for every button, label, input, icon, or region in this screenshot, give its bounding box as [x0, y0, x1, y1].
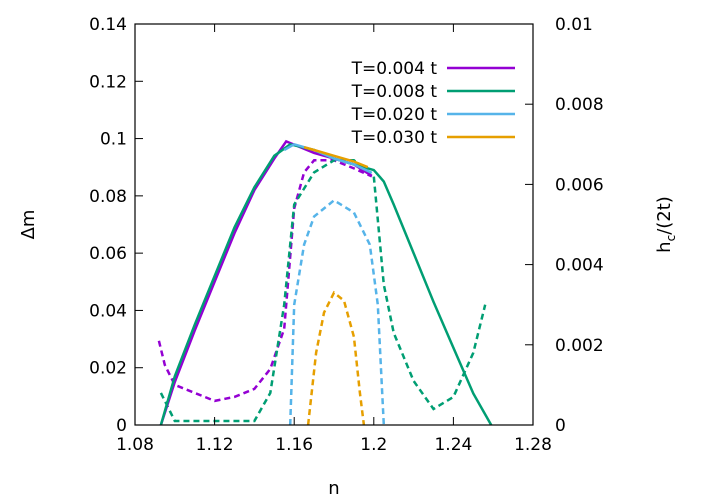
y-left-tick-label: 0.08 [89, 187, 127, 207]
x-axis-label: n [328, 478, 339, 499]
y-left-tick-label: 0 [116, 416, 127, 436]
legend-label: T=0.008 t [351, 82, 438, 102]
series-2-hc-dashed-line [159, 159, 487, 423]
y-right-tick-label: 0.006 [555, 175, 604, 195]
legend-label: T=0.030 t [351, 128, 438, 148]
series-3-dm-solid-line [283, 142, 373, 175]
y-right-axis-label: hc/(2t) [654, 196, 678, 253]
y-left-tick-label: 0.04 [89, 301, 127, 321]
y-right-label-tail: /(2t) [654, 196, 675, 235]
y-right-tick-label: 0 [555, 416, 566, 436]
x-tick-label: 1.12 [196, 435, 234, 455]
y-right-label-subscript: c [664, 235, 678, 242]
legend: T=0.004 t T=0.008 t T=0.020 t T=0.030 t [351, 59, 515, 148]
x-tick-label: 1.24 [434, 435, 472, 455]
x-tick-label: 1.28 [514, 435, 552, 455]
x-tick-label: 1.2 [360, 435, 387, 455]
y-left-tick-label: 0.06 [89, 244, 127, 264]
y-left-axis-label: Δm [18, 210, 39, 240]
y-right-tick-label: 0.008 [555, 95, 604, 115]
y-right-tick-label: 0.01 [555, 15, 593, 35]
y-left-tick-label: 0.1 [100, 130, 127, 150]
series-1-hc-dashed-line [157, 159, 373, 403]
plot-frame [134, 23, 534, 426]
x-tick-label: 1.08 [116, 435, 154, 455]
y-right-tick-label: 0.004 [555, 256, 604, 276]
series-3-hc-dashed-line [288, 198, 386, 425]
y-left-tick-label: 0.02 [89, 359, 127, 379]
y-left-tick-label: 0.12 [89, 72, 127, 92]
y-left-tick-label: 0.14 [89, 15, 127, 35]
legend-label: T=0.020 t [351, 105, 438, 125]
tick-layer: 1.08 1.12 1.16 1.2 1.24 1.2800.020.040.060.08… [89, 15, 604, 455]
y-right-label-main: h [654, 241, 675, 252]
y-right-tick-label: 0.002 [555, 336, 604, 356]
series-4-hc-dashed-line [306, 290, 366, 425]
series-layer [157, 139, 493, 425]
x-tick-label: 1.16 [275, 435, 313, 455]
legend-label: T=0.004 t [351, 59, 438, 79]
series-4-dm-solid-line [303, 145, 369, 169]
